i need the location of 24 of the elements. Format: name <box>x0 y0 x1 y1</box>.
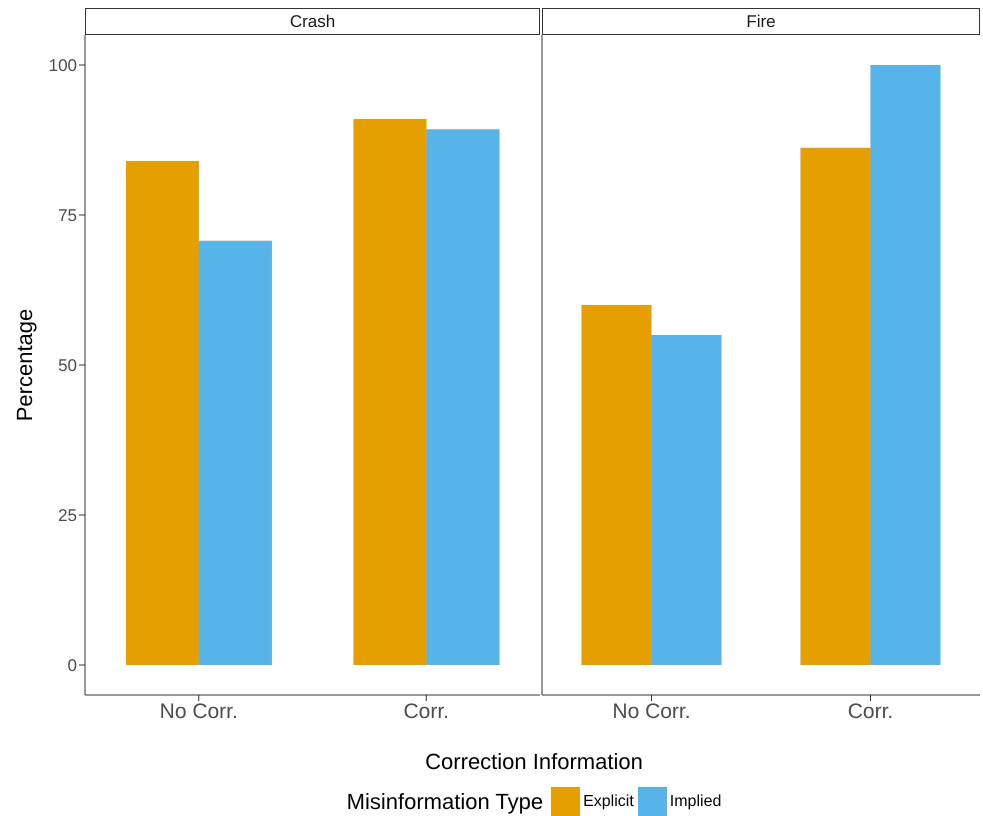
bar <box>198 240 272 665</box>
x-tick-label: No Corr. <box>612 700 691 723</box>
y-tick-label: 25 <box>58 506 77 526</box>
bar <box>581 305 652 665</box>
legend-label: Explicit <box>583 792 634 810</box>
x-tick-label: No Corr. <box>160 700 238 723</box>
bar <box>870 65 940 665</box>
x-tick-label: Corr. <box>403 700 450 723</box>
x-axis-title: Correction Information <box>424 749 644 775</box>
bar <box>651 335 722 665</box>
legend-title: Misinformation Type <box>346 788 544 814</box>
legend-label: Implied <box>670 792 722 810</box>
y-axis-title: Percentage <box>12 308 37 422</box>
chart-title: Fire <box>542 8 980 35</box>
chart-title: Crash <box>85 8 540 35</box>
x-tick-label: Corr. <box>848 700 894 723</box>
y-tick-label: 50 <box>58 356 77 376</box>
bar <box>800 148 870 665</box>
y-tick-label: 0 <box>68 656 77 676</box>
bar <box>126 161 199 665</box>
y-tick-label: 75 <box>58 206 77 226</box>
y-tick-label: 100 <box>48 56 77 76</box>
bar <box>353 119 426 665</box>
bar <box>426 129 500 665</box>
